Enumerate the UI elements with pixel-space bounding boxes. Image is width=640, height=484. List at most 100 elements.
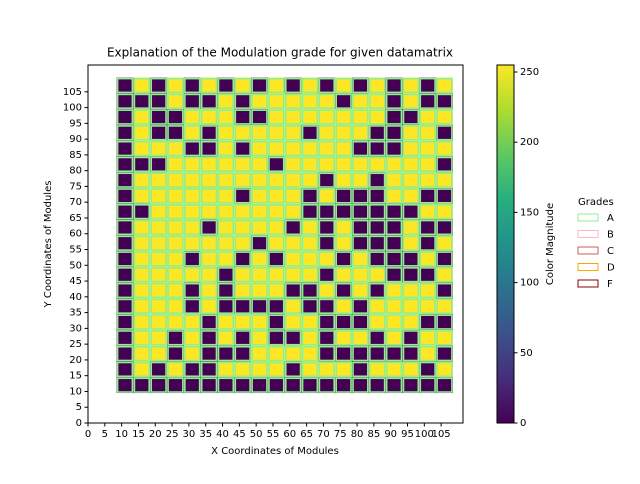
- grade-outline: [352, 361, 369, 378]
- heatmap-cell: [419, 251, 437, 267]
- grade-outline: [318, 125, 335, 141]
- x-tick-label: 5: [102, 429, 108, 440]
- heatmap-cell: [419, 109, 437, 125]
- heatmap-cell: [267, 266, 285, 283]
- heatmap-cell: [116, 377, 134, 394]
- heatmap-cell: [402, 156, 420, 173]
- heatmap-cell: [183, 140, 201, 157]
- heatmap-cell: [116, 329, 134, 346]
- heatmap-cell: [251, 235, 268, 252]
- grade-outline: [402, 377, 420, 393]
- heatmap-cell: [352, 235, 369, 252]
- grade-outline: [184, 330, 201, 346]
- grade-outline: [369, 282, 386, 299]
- heatmap-cell: [436, 109, 453, 125]
- heatmap-cell: [284, 298, 302, 315]
- grade-outline: [116, 377, 134, 393]
- grade-outline: [369, 361, 386, 378]
- grade-outline: [318, 361, 335, 378]
- y-tick-label: 35: [69, 308, 82, 319]
- grade-outline: [167, 235, 184, 251]
- heatmap-cell: [352, 124, 369, 141]
- heatmap-cell: [436, 298, 453, 315]
- heatmap-cell: [167, 172, 184, 189]
- grade-outline: [150, 156, 167, 173]
- grade-outline: [184, 203, 201, 220]
- heatmap-cell: [318, 329, 336, 346]
- grade-outline: [419, 345, 436, 362]
- grade-outline: [116, 125, 134, 141]
- grade-outline: [217, 125, 235, 141]
- grade-outline: [369, 345, 386, 362]
- heatmap-cell: [200, 156, 218, 173]
- heatmap-cell: [234, 329, 252, 346]
- grade-outline: [184, 314, 201, 330]
- heatmap-cell: [368, 314, 386, 330]
- grade-outline: [200, 251, 218, 267]
- grade-outline: [419, 140, 436, 157]
- grade-outline: [217, 156, 235, 173]
- grade-outline: [184, 345, 201, 362]
- heatmap-cell: [318, 156, 336, 173]
- heatmap-cell: [267, 282, 285, 299]
- heatmap-cell: [335, 235, 353, 252]
- grade-outline: [268, 361, 285, 378]
- grade-outline: [284, 172, 302, 188]
- heatmap-cell: [234, 124, 252, 141]
- grade-outline: [268, 314, 285, 330]
- heatmap-cell: [200, 329, 218, 346]
- grade-outline: [335, 188, 352, 204]
- heatmap-cell: [402, 251, 420, 267]
- grade-outline: [200, 109, 218, 125]
- grade-outline: [268, 203, 285, 220]
- grade-outline: [150, 377, 167, 393]
- grade-outline: [402, 109, 420, 125]
- heatmap-cell: [251, 266, 268, 283]
- grade-outline: [150, 140, 167, 157]
- grade-outline: [385, 314, 403, 330]
- grade-outline: [385, 172, 403, 188]
- heatmap-cell: [318, 109, 336, 125]
- heatmap-cell: [436, 345, 453, 362]
- heatmap-cell: [301, 93, 319, 110]
- grade-outline: [301, 125, 319, 141]
- grade-outline: [200, 93, 218, 109]
- heatmap-cell: [368, 298, 386, 315]
- heatmap-cell: [368, 235, 386, 252]
- heatmap-cell: [200, 235, 218, 252]
- heatmap-cell: [368, 329, 386, 346]
- grade-outline: [133, 282, 151, 299]
- grade-outline: [217, 298, 235, 314]
- heatmap-cell: [402, 314, 420, 330]
- heatmap-cell: [368, 124, 386, 141]
- heatmap-cell: [150, 172, 168, 189]
- heatmap-cell: [385, 219, 403, 236]
- grade-outline: [436, 298, 453, 314]
- heatmap-cell: [385, 156, 403, 173]
- grade-outline: [251, 109, 268, 125]
- grade-outline: [318, 251, 335, 267]
- grade-outline: [133, 140, 151, 157]
- y-tick-label: 55: [69, 245, 82, 256]
- grade-outline: [184, 77, 201, 94]
- heatmap-cell: [385, 251, 403, 267]
- grade-outline: [402, 251, 420, 267]
- grade-outline: [251, 77, 268, 94]
- grade-outline: [419, 172, 436, 188]
- heatmap-cell: [234, 345, 252, 362]
- grade-outline: [167, 282, 184, 299]
- grade-outline: [251, 156, 268, 173]
- heatmap-cell: [301, 282, 319, 299]
- grade-outline: [301, 203, 319, 220]
- grade-outline: [402, 330, 420, 346]
- grade-outline: [352, 314, 369, 330]
- grade-outline: [217, 188, 235, 204]
- heatmap-cell: [385, 77, 403, 94]
- heatmap-cell: [368, 251, 386, 267]
- heatmap-cell: [419, 156, 437, 173]
- heatmap-cell: [402, 203, 420, 220]
- grade-outline: [335, 282, 352, 299]
- heatmap-cell: [436, 235, 453, 252]
- grade-outline: [217, 361, 235, 378]
- heatmap-cell: [251, 298, 268, 315]
